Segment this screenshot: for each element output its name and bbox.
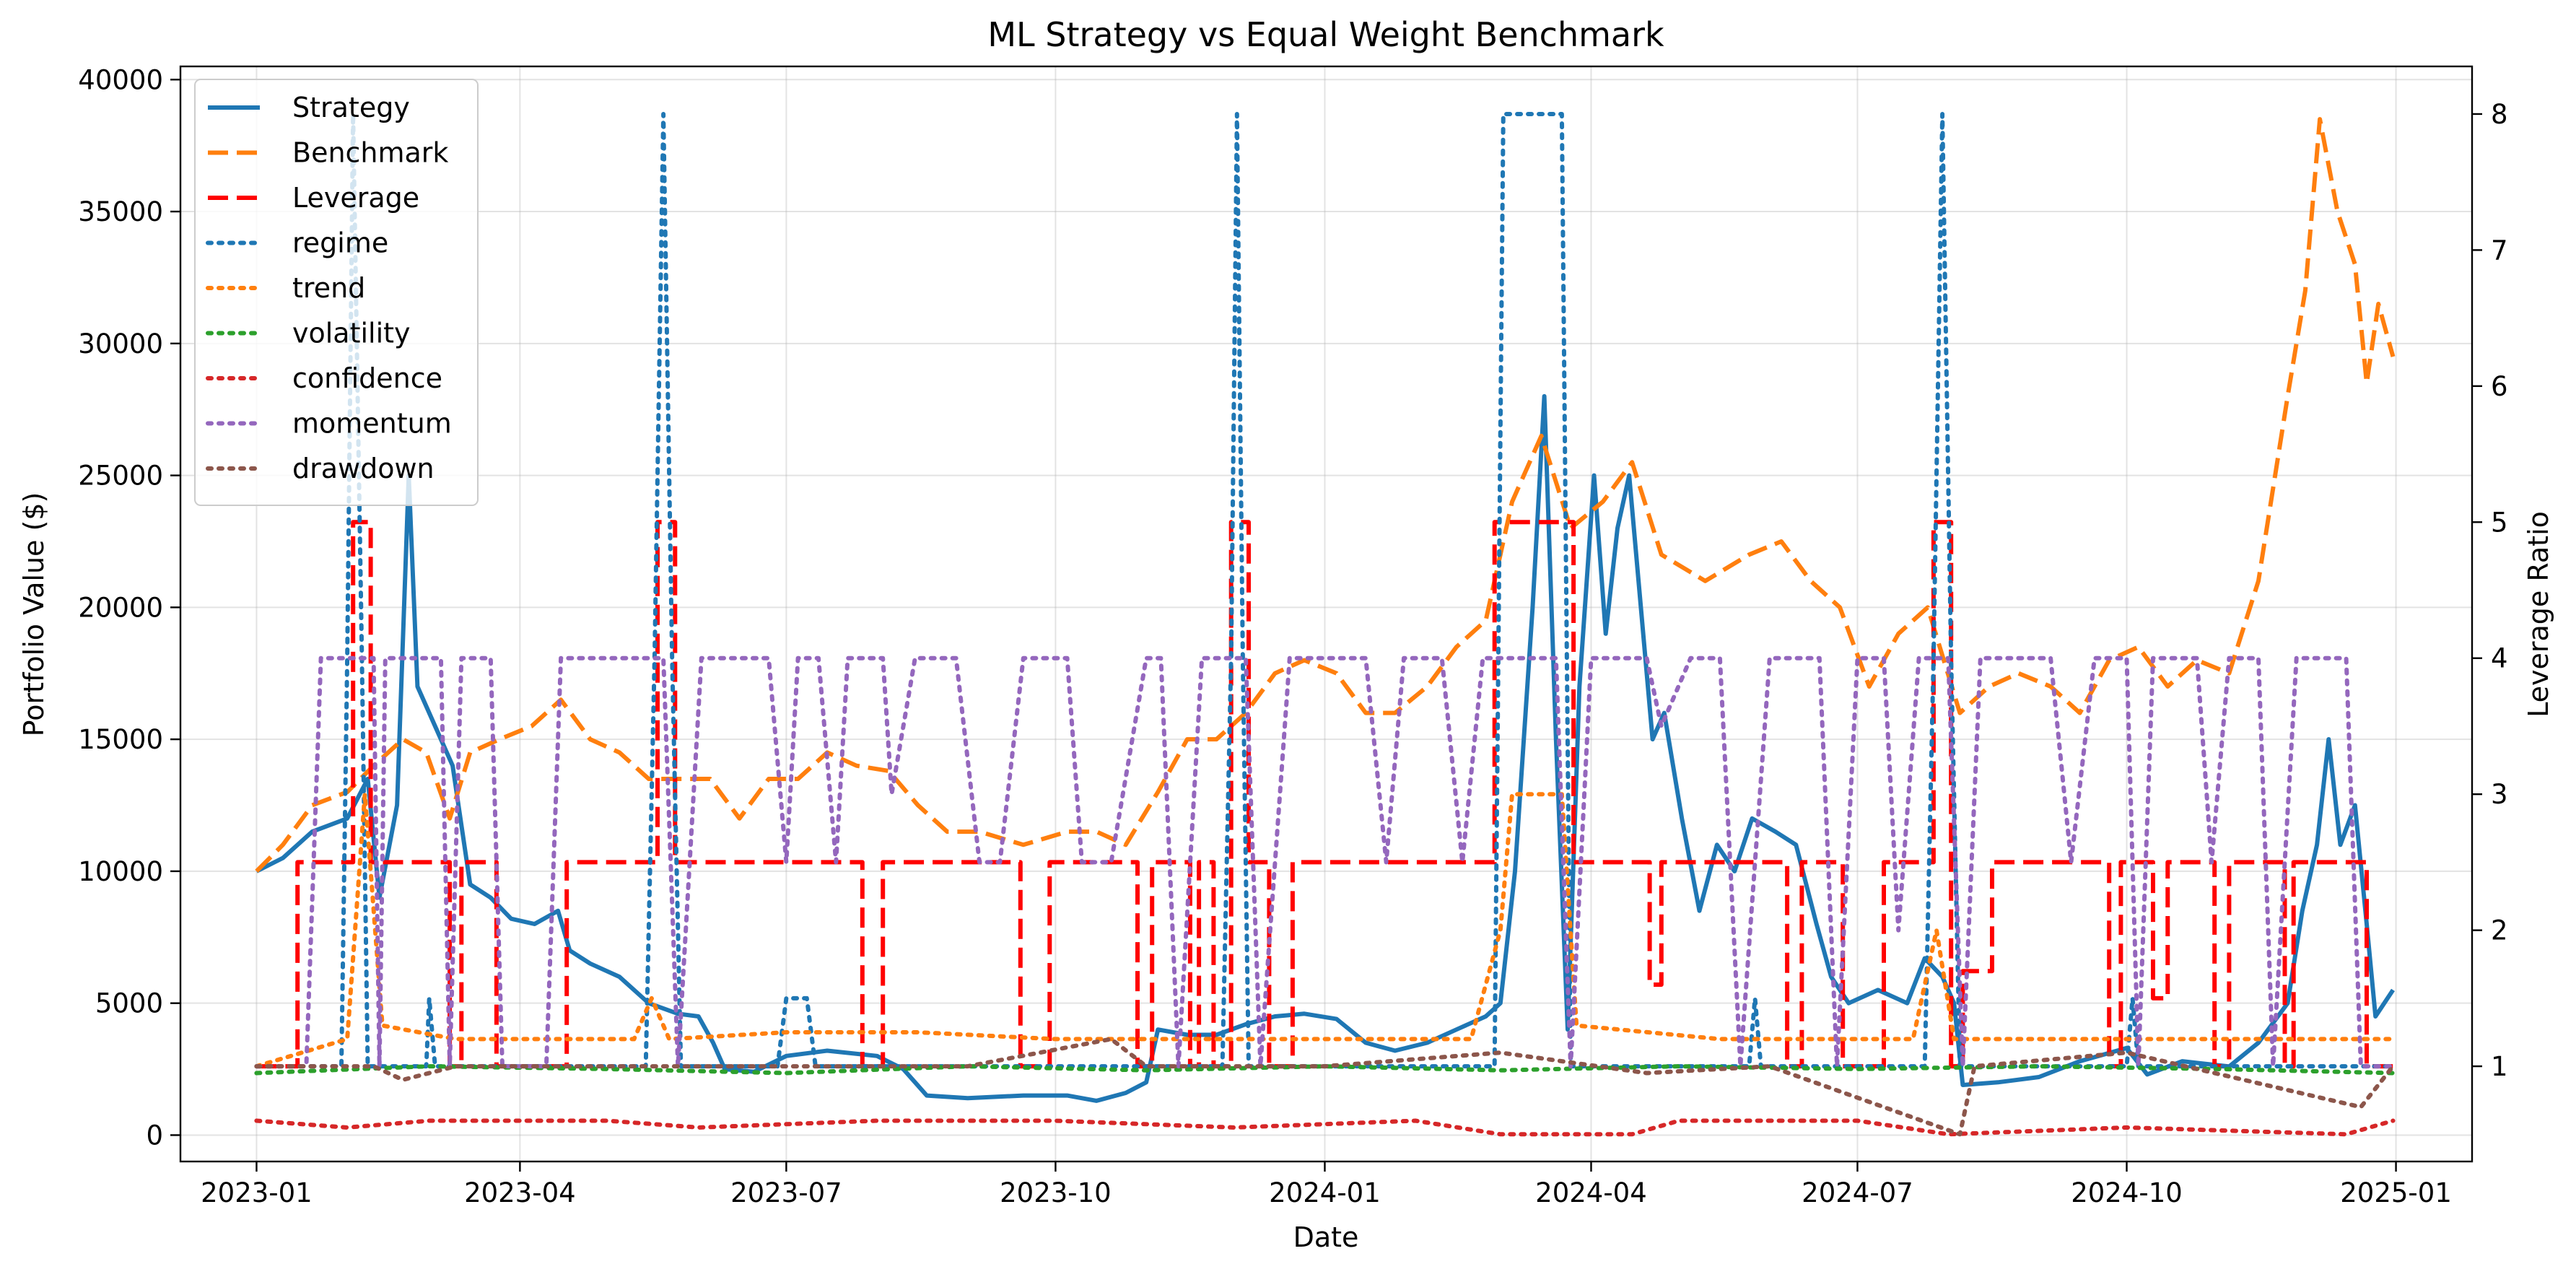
legend-label: regime (292, 227, 388, 259)
y-tick-label: 10000 (78, 856, 163, 887)
y-axis-right: 1 2 3 4 5 6 7 8 (2472, 99, 2508, 1082)
x-axis: 2023-01 2023-04 2023-07 2023-10 2024-01 2024-… (201, 1161, 2452, 1208)
legend-label: momentum (292, 408, 452, 440)
y-axis-label: Portfolio Value ($) (18, 492, 50, 737)
x-tick-label: 2024-01 (1269, 1177, 1381, 1208)
x-tick-label: 2024-10 (2071, 1177, 2183, 1208)
legend-label: drawdown (292, 453, 435, 484)
y-tick-label: 35000 (78, 196, 163, 227)
legend: Strategy Benchmark Leverage regime trend vola… (194, 79, 479, 506)
series-line-volatility (254, 1064, 2396, 1076)
series-line-confidence (254, 1118, 2396, 1137)
y-tick-label: 20000 (78, 592, 163, 623)
chart-title: ML Strategy vs Equal Weight Benchmark (987, 15, 1664, 54)
legend-label: confidence (292, 362, 442, 394)
y2-tick-label: 1 (2491, 1051, 2508, 1082)
y-tick-label: 40000 (78, 64, 163, 95)
legend-box (194, 79, 479, 506)
legend-label: volatility (292, 318, 411, 349)
y-tick-label: 15000 (78, 724, 163, 755)
series-line-drawdown (254, 1037, 2396, 1137)
series-line-benchmark (255, 117, 2396, 873)
x-tick-label: 2024-07 (1802, 1177, 1913, 1208)
y-tick-label: 0 (146, 1120, 163, 1151)
series-line-momentum (254, 655, 2396, 1069)
y2-tick-label: 6 (2491, 371, 2508, 402)
series-line-trend (254, 792, 2396, 1069)
x-axis-label: Date (1293, 1221, 1359, 1253)
y-tick-label: 30000 (78, 328, 163, 359)
x-tick-label: 2024-04 (1535, 1177, 1647, 1208)
legend-label: Benchmark (292, 137, 448, 169)
legend-label: Strategy (292, 92, 410, 123)
grid (180, 66, 2472, 1161)
y2-tick-label: 2 (2491, 915, 2508, 946)
y-axis-left: 0 5000 10000 15000 20000 25000 30000 35000 40000 (78, 64, 180, 1151)
x-tick-label: 2023-04 (464, 1177, 576, 1208)
y-tick-label: 5000 (95, 988, 163, 1019)
plot-frame (179, 65, 2474, 1163)
legend-label: trend (292, 272, 365, 304)
y2-tick-label: 3 (2491, 779, 2508, 810)
x-tick-label: 2023-01 (201, 1177, 313, 1208)
y-tick-label: 25000 (78, 461, 163, 492)
y2-tick-label: 8 (2491, 99, 2508, 130)
x-tick-label: 2023-07 (730, 1177, 842, 1208)
x-tick-label: 2025-01 (2340, 1177, 2452, 1208)
series-line-leverage (256, 520, 2393, 1069)
x-tick-label: 2023-10 (1000, 1177, 1112, 1208)
y2-tick-label: 5 (2491, 507, 2508, 538)
y2-axis-label: Leverage Ratio (2523, 511, 2554, 718)
legend-label: Leverage (292, 182, 419, 214)
y2-tick-label: 4 (2491, 643, 2508, 674)
y2-tick-label: 7 (2491, 235, 2508, 266)
plot-area (254, 112, 2396, 1137)
